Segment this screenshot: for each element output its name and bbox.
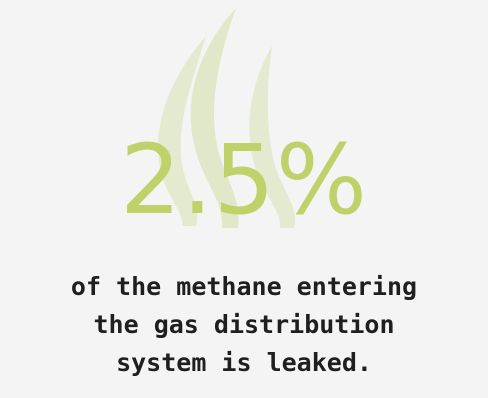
statistic-value: 2.5%	[120, 124, 368, 236]
statistic-caption: of the methane entering the gas distribu…	[70, 272, 418, 377]
